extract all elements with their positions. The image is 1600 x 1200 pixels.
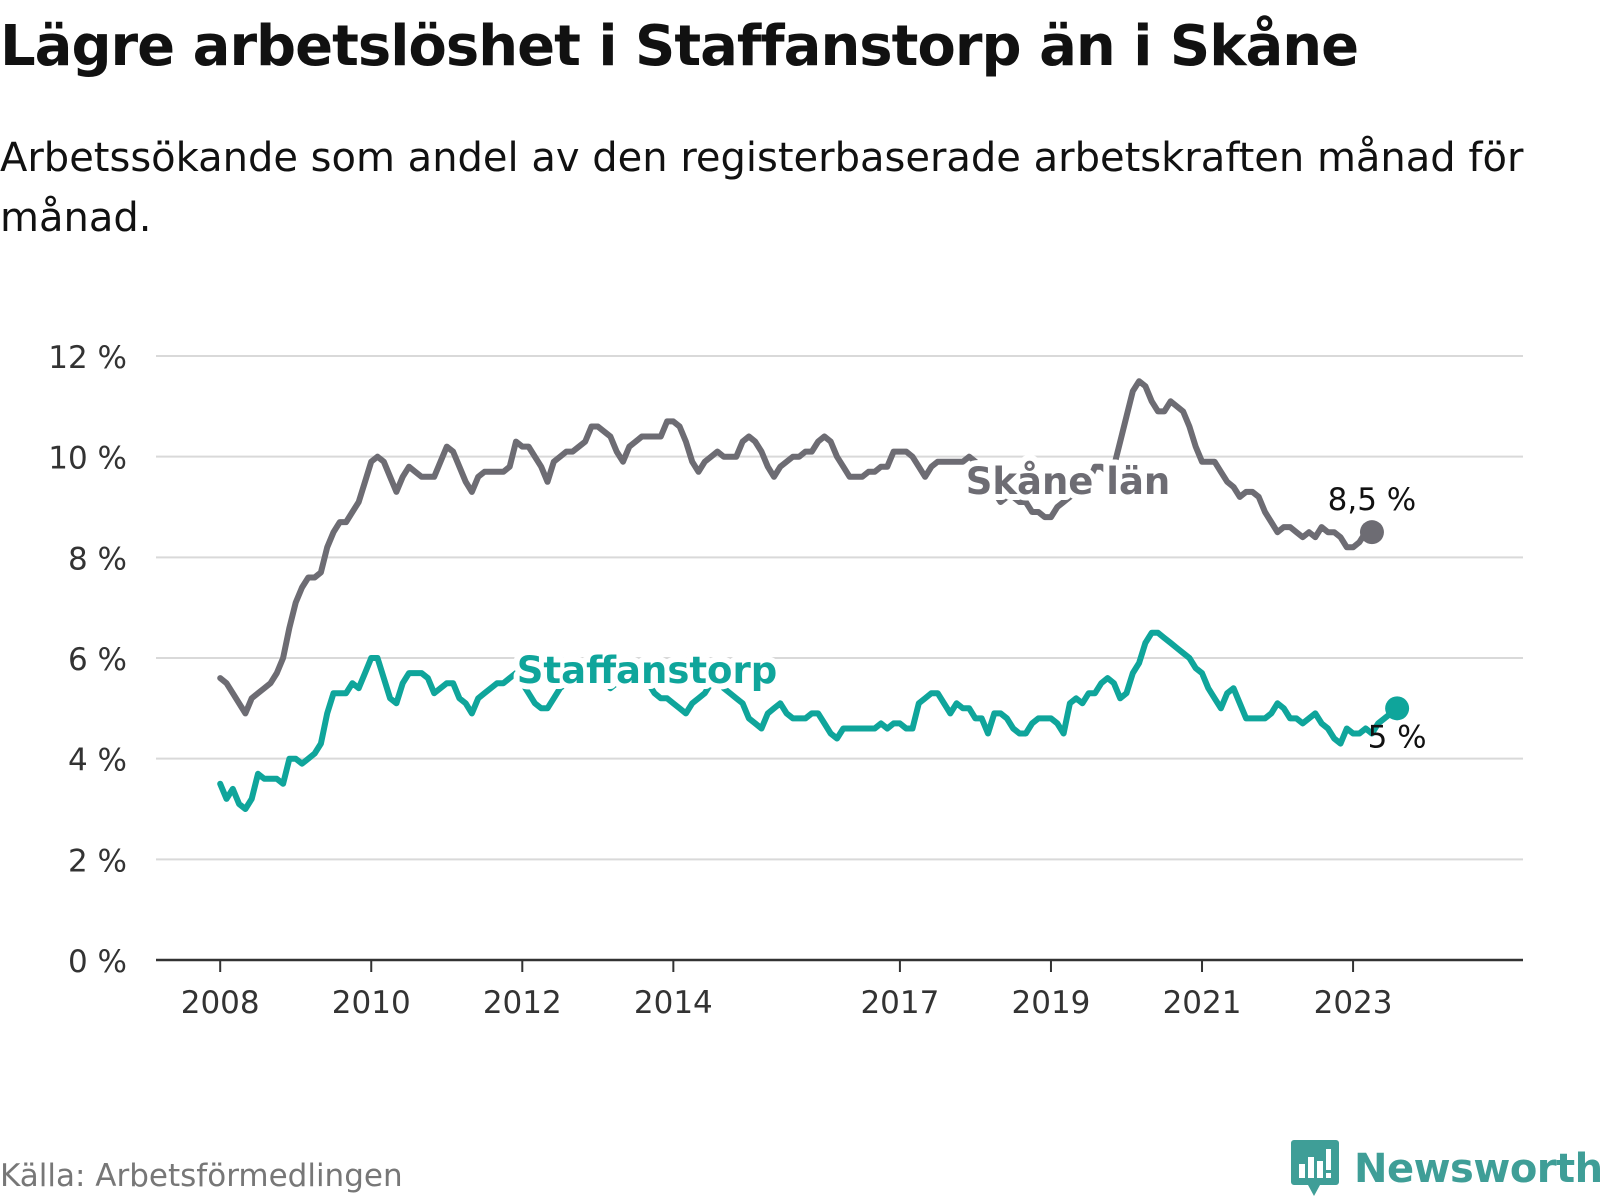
end-point-marker xyxy=(1359,520,1384,545)
y-tick-label: 0 % xyxy=(68,944,127,980)
y-tick-label: 4 % xyxy=(68,743,127,779)
label-staffanstorp: Staffanstorp xyxy=(517,649,777,692)
x-tick-label: 2012 xyxy=(483,985,562,1021)
y-tick-label: 12 % xyxy=(48,340,127,376)
x-tick-label: 2017 xyxy=(860,985,939,1021)
brand-name: Newsworthy xyxy=(1354,1146,1600,1192)
x-tick-label: 2021 xyxy=(1163,985,1242,1021)
label-skane: Skåne län xyxy=(966,460,1171,503)
y-tick-label: 10 % xyxy=(48,441,127,477)
y-tick-label: 6 % xyxy=(68,642,127,678)
series-line-staffanstorp xyxy=(217,629,1401,812)
newsworthy-logo-icon xyxy=(1291,1140,1339,1196)
y-tick-label: 8 % xyxy=(68,541,127,577)
chart-title: Lägre arbetslöshet i Staffanstorp än i S… xyxy=(0,14,1359,79)
brand-logo[interactable]: Newsworthy xyxy=(1290,1138,1600,1200)
x-tick-label: 2014 xyxy=(634,985,713,1021)
x-tick-label: 2023 xyxy=(1314,985,1393,1021)
x-tick-label: 2019 xyxy=(1012,985,1091,1021)
x-tick-label: 2010 xyxy=(332,985,411,1021)
line-chart: 0 % 2 % 4 % 6 % 8 % 10 % 12 % 2008 2010 2012 2014 2… xyxy=(48,340,1523,1021)
series-line-skane xyxy=(217,378,1375,717)
y-tick-label: 2 % xyxy=(68,843,127,879)
source-note: Källa: Arbetsförmedlingen xyxy=(0,1158,403,1194)
chart-subtitle: Arbetssökande som andel av den registerb… xyxy=(0,135,1524,241)
end-value-label-staffanstorp: 5 % xyxy=(1368,719,1427,755)
end-value-label-skane: 8,5 % xyxy=(1328,482,1417,518)
end-point-marker xyxy=(1385,696,1410,721)
x-tick-label: 2008 xyxy=(181,985,260,1021)
